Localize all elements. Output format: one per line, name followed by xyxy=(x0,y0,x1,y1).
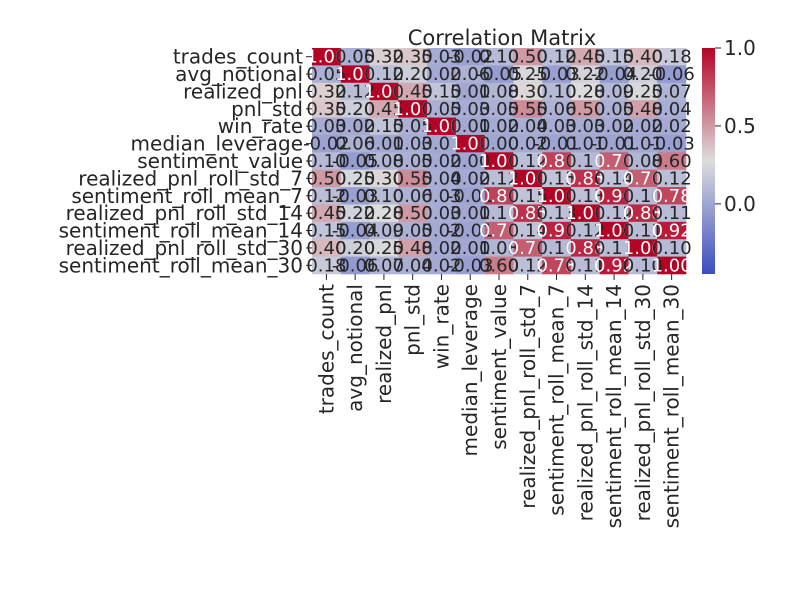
x-tick-label: sentiment_roll_mean_14 xyxy=(602,284,626,528)
x-axis-tick-labels: trades_count avg_notional realized_pnl pnl_… xyxy=(314,274,683,528)
x-tick-label: sentiment_value xyxy=(487,284,511,450)
y-axis-tick-labels: trades_countavg_notionalrealized_pnlpnl_… xyxy=(59,45,312,278)
x-tick-label: trades_count xyxy=(314,284,338,414)
x-tick-label: realized_pnl_roll_std_30 xyxy=(631,284,655,521)
x-tick-label: realized_pnl xyxy=(372,284,396,404)
colorbar-gradient xyxy=(702,48,715,274)
y-tick-label: sentiment_roll_mean_30 xyxy=(59,253,303,277)
x-tick-label: realized_pnl_roll_std_14 xyxy=(573,284,597,521)
colorbar-tick-label: 0.0 xyxy=(724,192,756,216)
x-tick-label: win_rate xyxy=(429,284,453,369)
x-tick-label: avg_notional xyxy=(343,284,367,412)
x-tick-label: pnl_std xyxy=(401,284,425,356)
colorbar: 1.0 0.5 0.0 xyxy=(702,36,756,274)
x-tick-label: sentiment_roll_mean_30 xyxy=(660,284,684,528)
cell-annotations: 1.000.050.320.350.03-0.020.100.500.120.4… xyxy=(303,47,695,277)
colorbar-tick-label: 0.5 xyxy=(724,114,756,138)
x-tick-label: median_leverage xyxy=(458,284,482,456)
x-tick-label: realized_pnl_roll_std_7 xyxy=(516,284,540,509)
x-tick-label: sentiment_roll_mean_7 xyxy=(545,284,569,516)
colorbar-tick-label: 1.0 xyxy=(724,36,756,60)
cell-value-label: 1.00 xyxy=(652,255,692,276)
